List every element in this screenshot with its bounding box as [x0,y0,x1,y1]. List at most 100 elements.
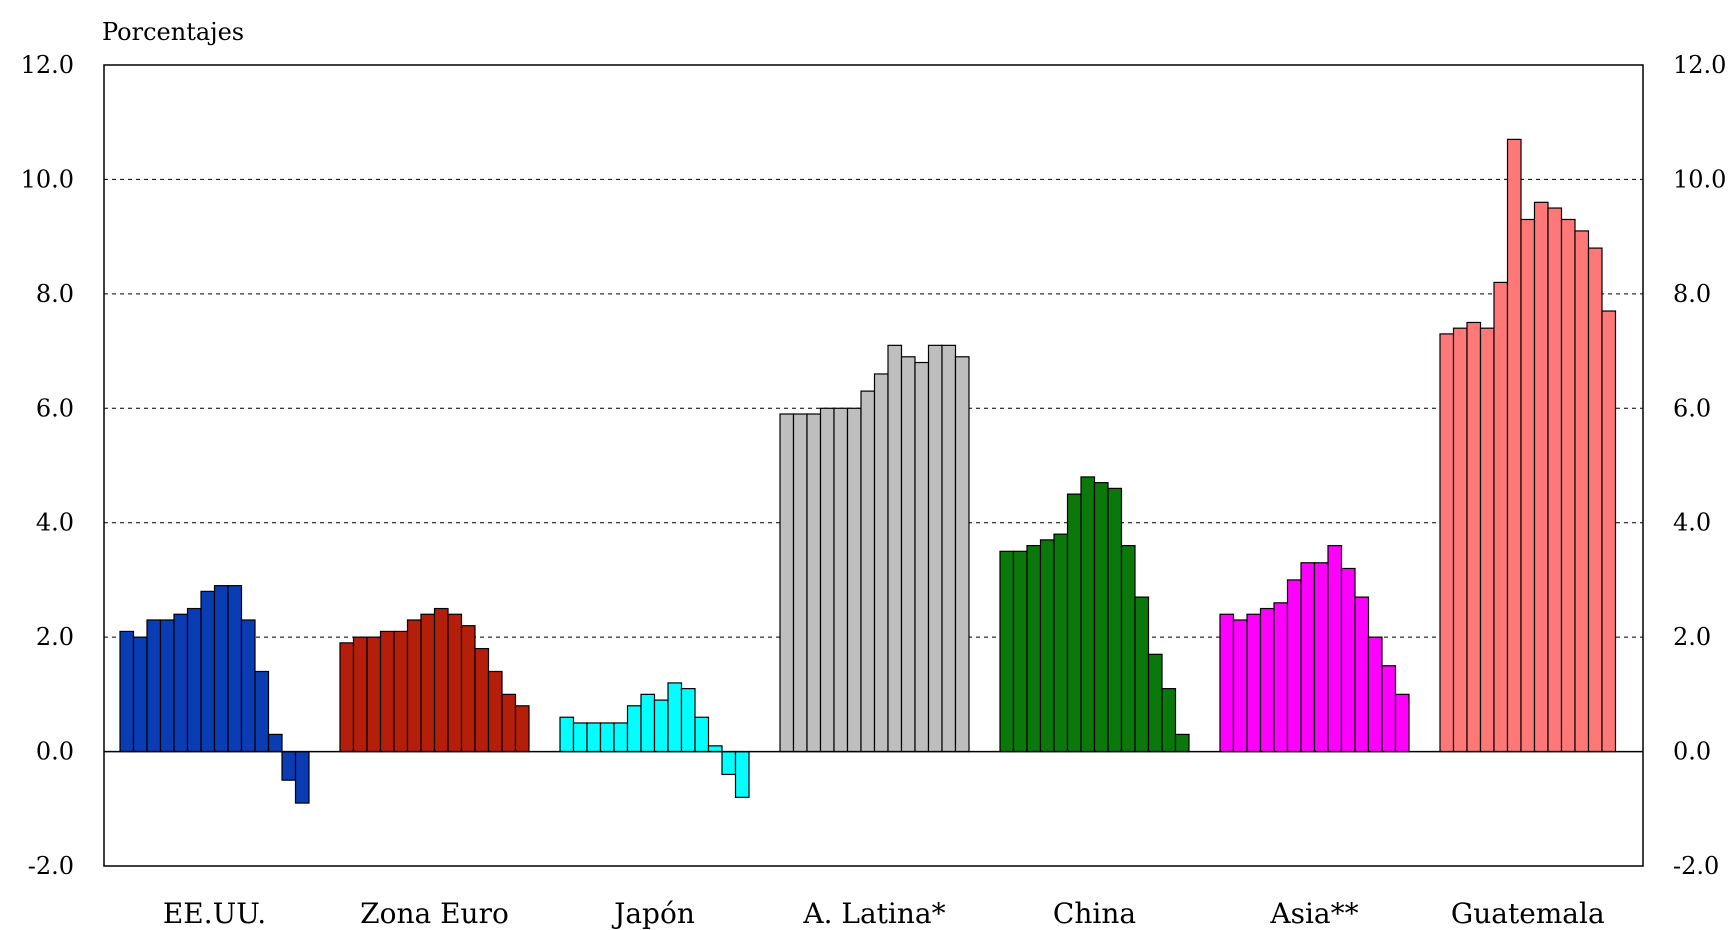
category-labels: EE.UU. Zona Euro Japón A. Latina* China Asia*… [163,897,1605,930]
bar [833,407,849,753]
bar [927,344,943,753]
bar [1246,613,1262,753]
bar [1506,138,1522,753]
bar [213,585,229,753]
bar [379,630,395,753]
bar [721,750,737,776]
bar [1174,733,1190,753]
bar [132,636,148,753]
bar [999,550,1015,753]
bar [1367,636,1383,753]
bar [1053,533,1069,753]
plot-frame [103,64,1644,867]
y-tick-label-right: 12.0 [1673,51,1726,79]
bar [1093,482,1109,753]
y-tick-label-right: 4.0 [1673,509,1711,537]
bar [1161,688,1177,753]
bar [734,750,750,798]
bar [626,705,642,753]
y-tick-label-right: 10.0 [1673,165,1726,193]
bar [254,670,270,753]
bar [1273,602,1289,753]
bar [873,373,889,753]
bar [667,682,683,753]
bar [474,647,490,753]
bar [1520,218,1536,753]
y-tick-label-left: 4.0 [36,509,74,537]
bar [1394,693,1410,753]
bar [792,413,808,753]
bar [119,630,135,753]
bar [806,413,822,753]
bar [941,344,957,753]
category-label: Guatemala [1451,897,1605,930]
bar [514,705,530,753]
bar [227,585,243,753]
category-label: Japón [611,897,695,930]
bar [1107,487,1123,753]
bar [1259,607,1275,753]
bar [1080,476,1096,753]
bar [1286,579,1302,753]
bar [707,745,723,753]
bar [294,750,310,804]
bar [173,613,189,753]
y-tick-label-left: 6.0 [36,394,74,422]
bar [1039,539,1055,753]
bar [1381,665,1397,753]
y-axis-left: -2.0 0.0 2.0 4.0 6.0 8.0 10.0 12.0 [21,51,74,880]
bar [1466,321,1482,753]
bar [281,750,297,781]
bar [1066,493,1082,753]
category-label: Zona Euro [360,897,509,930]
bar [572,722,588,753]
y-tick-label-left: 0.0 [36,738,74,766]
bar [1452,327,1468,753]
bar [433,607,449,753]
bar [447,613,463,753]
bar [1547,207,1563,753]
category-label: A. Latina* [802,897,945,930]
bar [501,693,517,753]
bar [900,356,916,753]
bar [559,716,575,753]
y-tick-label-right: 2.0 [1673,623,1711,651]
bar [146,619,162,753]
bars [119,138,1617,804]
bar [1313,562,1329,753]
bar [640,693,656,753]
bar [1232,619,1248,753]
y-tick-label-right: 6.0 [1673,394,1711,422]
y-tick-label-left: -2.0 [28,852,74,880]
y-tick-label-left: 10.0 [21,165,74,193]
bar [1012,550,1028,753]
y-tick-label-left: 12.0 [21,51,74,79]
bar [1574,230,1590,753]
bar [1479,327,1495,753]
bar [1493,281,1509,753]
category-label: EE.UU. [163,897,266,930]
bar [406,619,422,753]
bar [1340,567,1356,753]
bar [267,733,283,753]
category-label: Asia** [1269,897,1358,930]
bar [1601,310,1617,753]
y-tick-label-left: 2.0 [36,623,74,651]
bar [599,722,615,753]
bar [653,699,669,753]
y-tick-label-left: 8.0 [36,280,74,308]
bar [887,344,903,753]
bar [352,636,368,753]
bar [393,630,409,753]
bar [1147,653,1163,753]
bar [1300,562,1316,753]
bar [819,407,835,753]
bar [586,722,602,753]
bar [779,413,795,753]
bar [680,688,696,753]
y-tick-label-right: 8.0 [1673,280,1711,308]
bar [1587,247,1603,753]
bar [1354,596,1370,753]
y-axis-right: -2.0 0.0 2.0 4.0 6.0 8.0 10.0 12.0 [1673,51,1726,880]
